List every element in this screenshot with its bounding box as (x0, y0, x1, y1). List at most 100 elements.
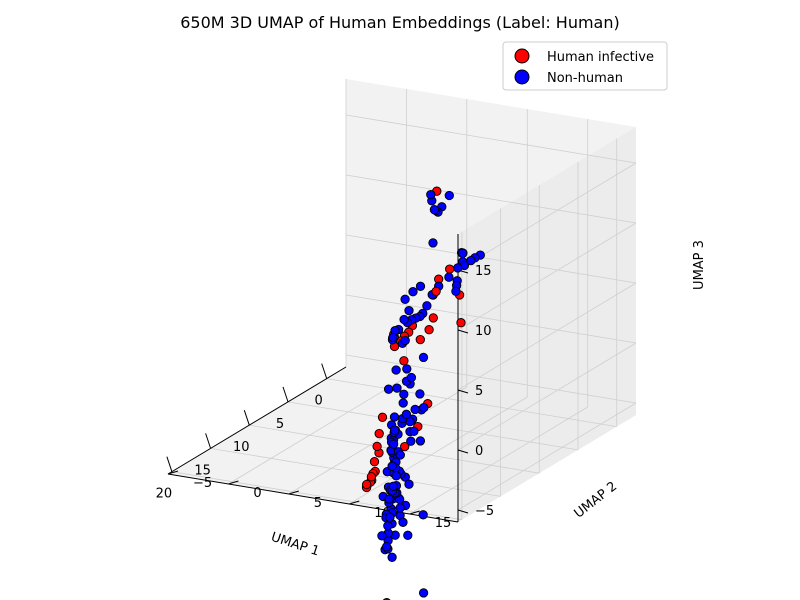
z-tick-mark (457, 449, 469, 454)
x-tick-mark (166, 456, 173, 472)
human-infective-point (377, 412, 388, 422)
human-infective-point (400, 441, 410, 452)
human-infective-point (445, 264, 455, 274)
x-tick-label: 20 (156, 487, 173, 502)
x-tick-label: 0 (315, 394, 323, 409)
non-human-point (422, 301, 432, 311)
non-human-point (457, 248, 468, 259)
y-tick-mark (349, 500, 360, 505)
non-human-point (401, 409, 412, 419)
grid-line-left-z (345, 174, 637, 224)
human-infective-point (369, 457, 380, 467)
non-human-point (402, 364, 412, 374)
non-human-point (384, 494, 394, 504)
non-human-point (444, 190, 454, 201)
non-human-point (453, 263, 463, 273)
non-human-point (381, 542, 392, 552)
z-tick-label: −5 (475, 504, 494, 519)
non-human-point (444, 272, 454, 282)
z-axis-label: UMAP 3 (692, 240, 707, 290)
human-infective-point (415, 334, 425, 345)
y-tick-label: 0 (253, 486, 261, 501)
non-human-point (418, 510, 428, 520)
non-human-point (399, 314, 409, 325)
x-tick-label: 15 (194, 463, 211, 478)
non-human-point (428, 238, 438, 248)
y-tick-label: −5 (193, 476, 212, 491)
legend-label-human-infective: Human infective (547, 50, 654, 65)
y-tick-mark (167, 470, 179, 475)
non-human-point (403, 530, 413, 540)
z-tick-label: 0 (475, 444, 483, 459)
non-human-point (415, 436, 426, 446)
x-tick-mark (282, 386, 289, 403)
grid-line-left-z (345, 294, 637, 344)
non-human-point (451, 286, 461, 296)
non-human-point (391, 365, 401, 375)
non-human-point (415, 389, 425, 399)
non-human-point (395, 450, 405, 460)
grid-line-left-z (345, 114, 637, 164)
non-human-point (415, 281, 426, 291)
z-tick-mark (457, 389, 469, 394)
non-human-point (383, 521, 393, 531)
z-tick-label: 15 (475, 264, 492, 279)
non-human-point (418, 352, 429, 363)
non-human-point (399, 389, 409, 399)
non-human-point (387, 461, 397, 471)
human-infective-point (366, 472, 377, 482)
z-tick-mark (457, 329, 469, 334)
non-human-point (377, 531, 387, 541)
x-tick-mark (243, 410, 250, 426)
z-tick-mark (457, 509, 469, 514)
grid-line-floor-y (349, 396, 528, 505)
human-infective-point (456, 318, 466, 328)
non-human-point (419, 402, 429, 413)
x-tick-label: 5 (276, 417, 284, 432)
non-human-point (383, 384, 394, 394)
non-human-point (388, 481, 398, 491)
legend-label-non-human: Non-human (547, 71, 623, 86)
human-infective-point (374, 428, 384, 439)
non-human-point (395, 503, 405, 513)
y-tick-label: 15 (435, 516, 452, 531)
human-infective-point (399, 356, 409, 366)
non-human-point (385, 512, 395, 522)
non-human-point (404, 479, 414, 489)
non-human-point (406, 372, 417, 383)
data-points (361, 186, 485, 600)
y-tick-label: 5 (314, 496, 322, 511)
y-axis-line (167, 473, 459, 523)
non-human-point (410, 404, 420, 415)
legend-marker-human-infective (514, 48, 530, 64)
non-human-point (390, 425, 400, 435)
non-human-point (400, 335, 410, 346)
x-tick-mark (205, 433, 212, 449)
non-human-point (429, 205, 440, 215)
grid-lines (167, 79, 637, 521)
grid-line-back-z (457, 282, 637, 391)
human-infective-point (362, 479, 372, 490)
non-human-point (406, 436, 416, 446)
x-tick-mark (321, 363, 328, 379)
non-human-point (388, 332, 398, 343)
grid-line-floor-y (228, 376, 407, 485)
non-human-point (400, 294, 410, 304)
y-tick-mark (228, 480, 239, 485)
human-infective-point (372, 441, 382, 452)
non-human-point (398, 517, 408, 527)
x-tick-label: 10 (233, 440, 250, 455)
non-human-point (409, 426, 419, 436)
legend-frame (502, 41, 668, 91)
human-infective-point (431, 286, 441, 297)
grid-line-left-z (345, 234, 637, 284)
x-axis-line (167, 366, 347, 475)
grid-line-back-z (457, 342, 637, 451)
non-human-point (418, 588, 429, 598)
grid-line-back-z (457, 402, 637, 511)
grid-line-back-z (457, 162, 637, 271)
non-human-point (404, 305, 414, 316)
non-human-point (388, 439, 399, 449)
